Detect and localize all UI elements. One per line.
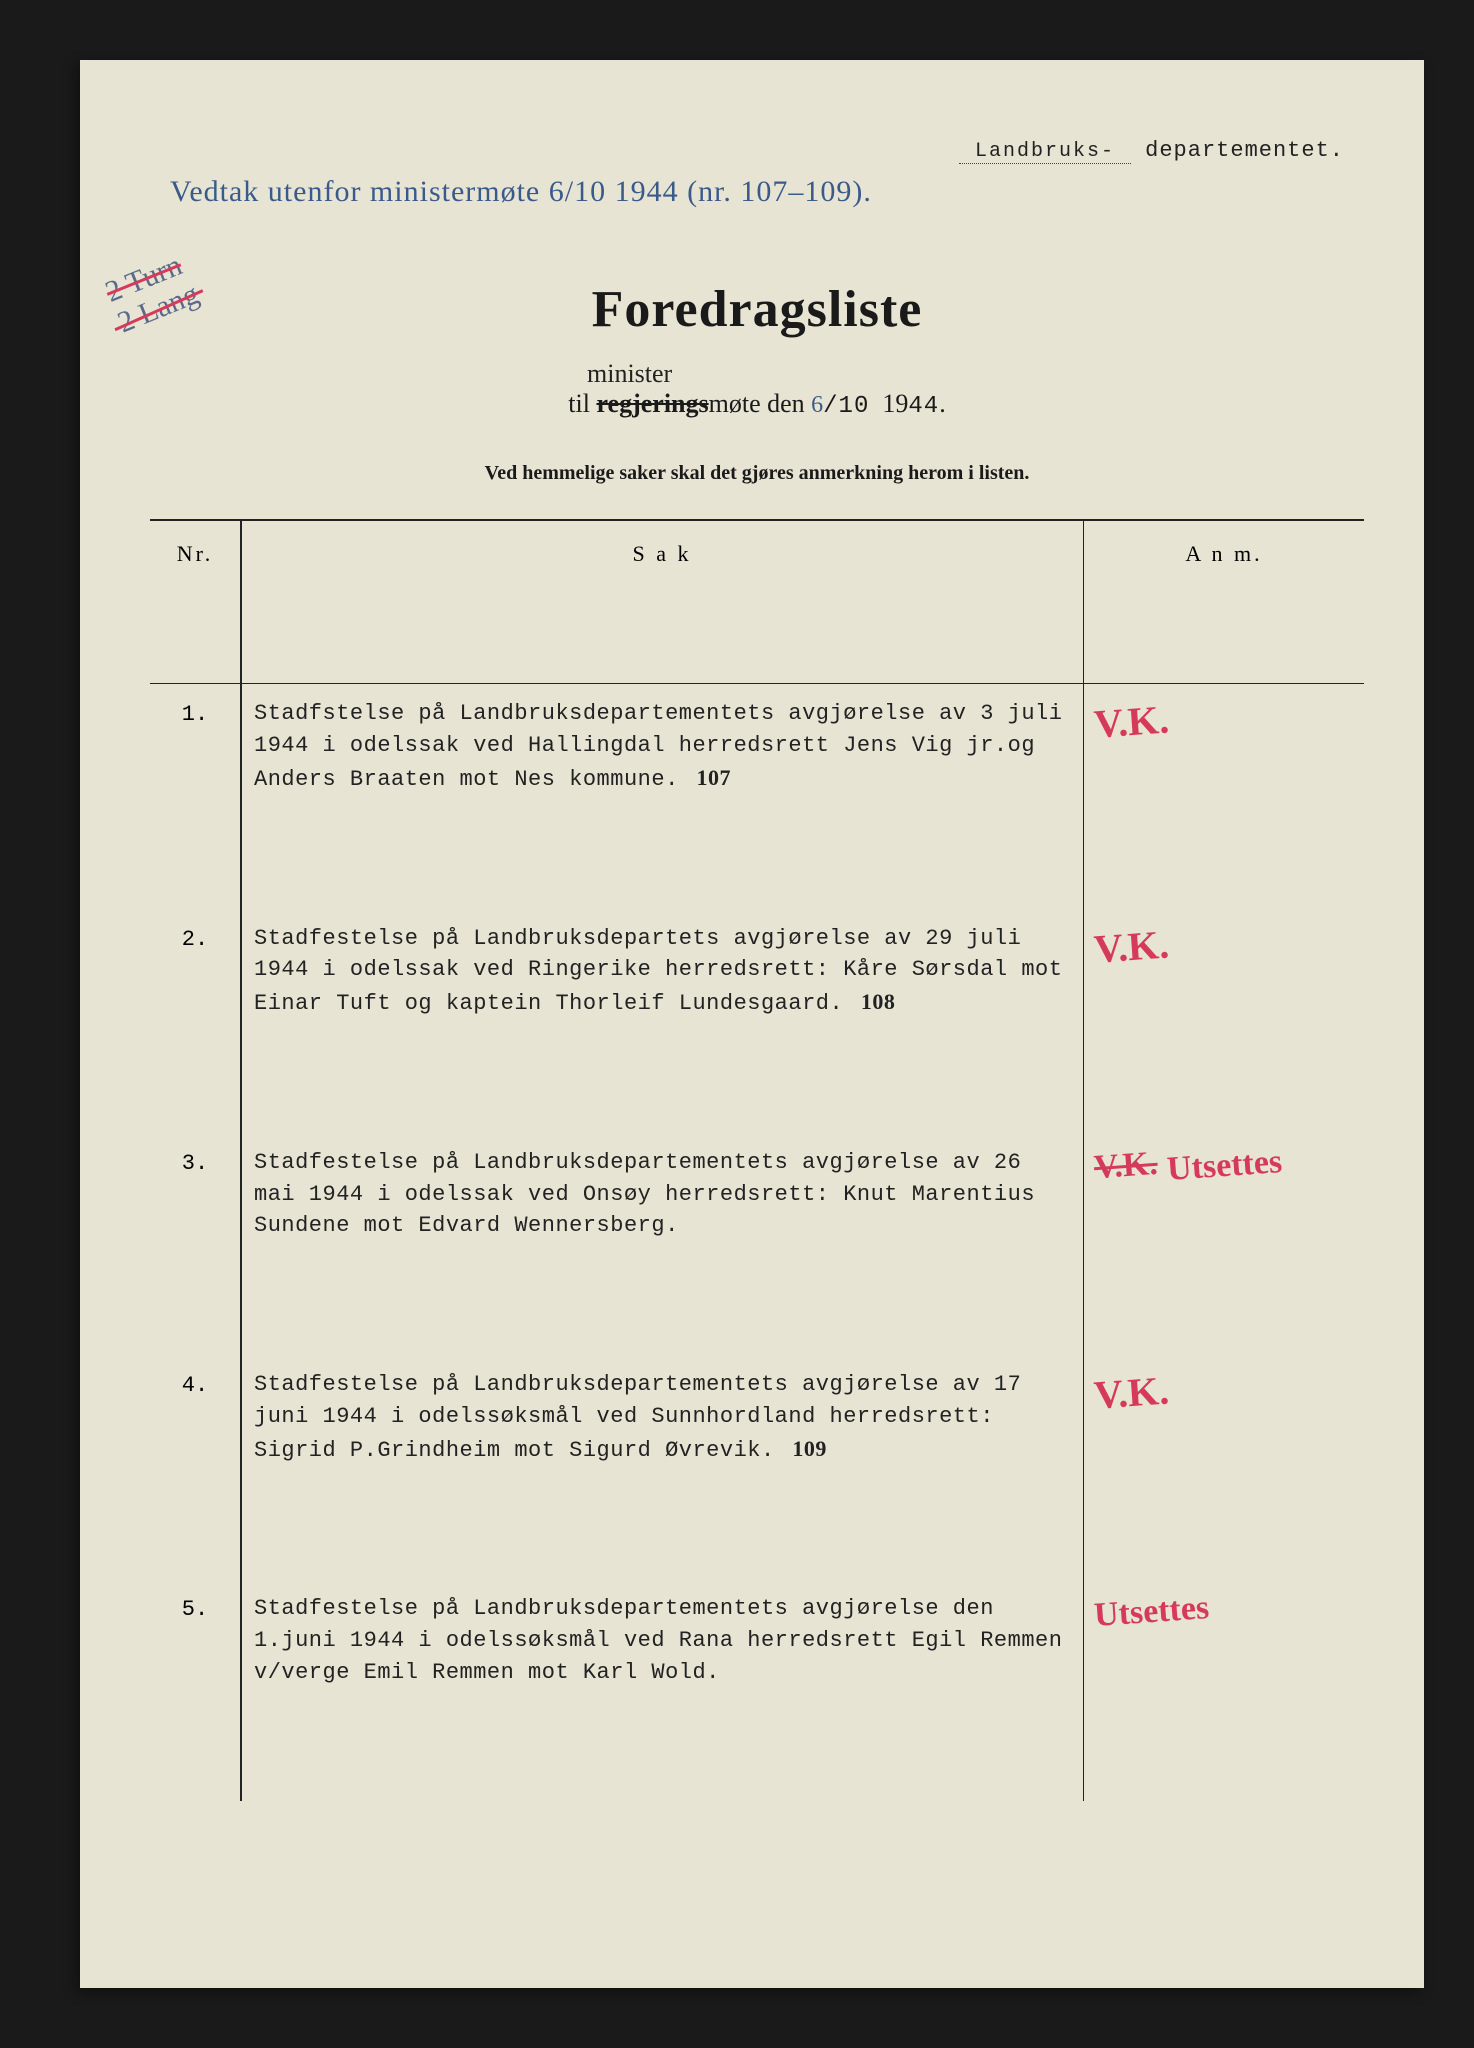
sak-text: Stadfestelse på Landbruksdepartementets …: [254, 1372, 1021, 1463]
subtitle-mid: møte den: [709, 389, 805, 418]
row-nr: 3.: [150, 1133, 240, 1355]
sak-text: Stadfestelse på Landbruksdepartementets …: [254, 1596, 1062, 1685]
row-sak: Stadfestelse på Landbruksdepartementets …: [240, 1579, 1084, 1801]
department-filled: Landbruks-: [959, 140, 1131, 164]
row-sak: Stadfestelse på Landbruksdepartementets …: [240, 1133, 1084, 1355]
row-sak: Stadfstelse på Landbruksdepartementets a…: [240, 684, 1084, 908]
year-fill: 44: [908, 393, 939, 420]
row-nr: 5.: [150, 1579, 240, 1801]
note-line: Ved hemmelige saker skal det gjøres anme…: [150, 462, 1364, 485]
header-nr: Nr.: [150, 521, 240, 684]
struck-word: regjerings: [596, 389, 708, 418]
anm-mark: V.K.: [1092, 696, 1170, 748]
document-page: Landbruks- departementet. Vedtak utenfor…: [80, 60, 1424, 1988]
row-sak: Stadfestelse på Landbruksdepartementets …: [240, 1355, 1084, 1579]
row-nr: 2.: [150, 909, 240, 1133]
sak-text: Stadfestelse på Landbruksdepartementets …: [254, 1150, 1035, 1239]
anm-mark: V.K.: [1092, 920, 1170, 972]
date-hand: 6: [811, 392, 823, 418]
anm-mark-struck: V.K.: [1093, 1144, 1159, 1186]
row-anm: V.K.: [1084, 684, 1364, 908]
handwritten-top-note: Vedtak utenfor ministermøte 6/10 1944 (n…: [170, 175, 872, 209]
header-sak: S a k: [240, 521, 1084, 684]
anm-mark: Utsettes: [1166, 1143, 1284, 1189]
row-nr: 1.: [150, 684, 240, 908]
subtitle-suffix: .: [939, 389, 946, 418]
sak-number: 109: [792, 1436, 827, 1461]
row-anm: V.K.: [1084, 1355, 1364, 1579]
row-anm: Utsettes: [1084, 1579, 1364, 1801]
department-printed: departementet.: [1145, 138, 1344, 163]
row-anm: V.K.: [1084, 909, 1364, 1133]
row-sak: Stadfestelse på Landbruksdepartets avgjø…: [240, 909, 1084, 1133]
page-title: Foredragsliste: [150, 280, 1364, 339]
scan-background: Landbruks- departementet. Vedtak utenfor…: [0, 0, 1474, 2048]
sak-number: 108: [861, 989, 896, 1014]
sak-number: 107: [696, 765, 731, 790]
header-anm: A n m.: [1084, 521, 1364, 684]
anm-mark: V.K.: [1092, 1366, 1170, 1418]
subtitle-line: minister til regjeringsmøte den 6/10 194…: [150, 389, 1364, 420]
row-anm: V.K. Utsettes: [1084, 1133, 1364, 1355]
date-rest: /10: [823, 393, 869, 420]
year-prefix: 19: [882, 389, 908, 418]
anm-mark: Utsettes: [1093, 1589, 1211, 1635]
sak-text: Stadfstelse på Landbruksdepartementets a…: [254, 701, 1062, 792]
agenda-table: Nr. S a k A n m. 1. Stadfstelse på Landb…: [150, 519, 1364, 1801]
department-line: Landbruks- departementet.: [959, 138, 1344, 164]
subtitle-prefix: til: [568, 389, 590, 418]
row-nr: 4.: [150, 1355, 240, 1579]
sak-text: Stadfestelse på Landbruksdepartets avgjø…: [254, 926, 1062, 1017]
inserted-word: minister: [587, 359, 672, 389]
